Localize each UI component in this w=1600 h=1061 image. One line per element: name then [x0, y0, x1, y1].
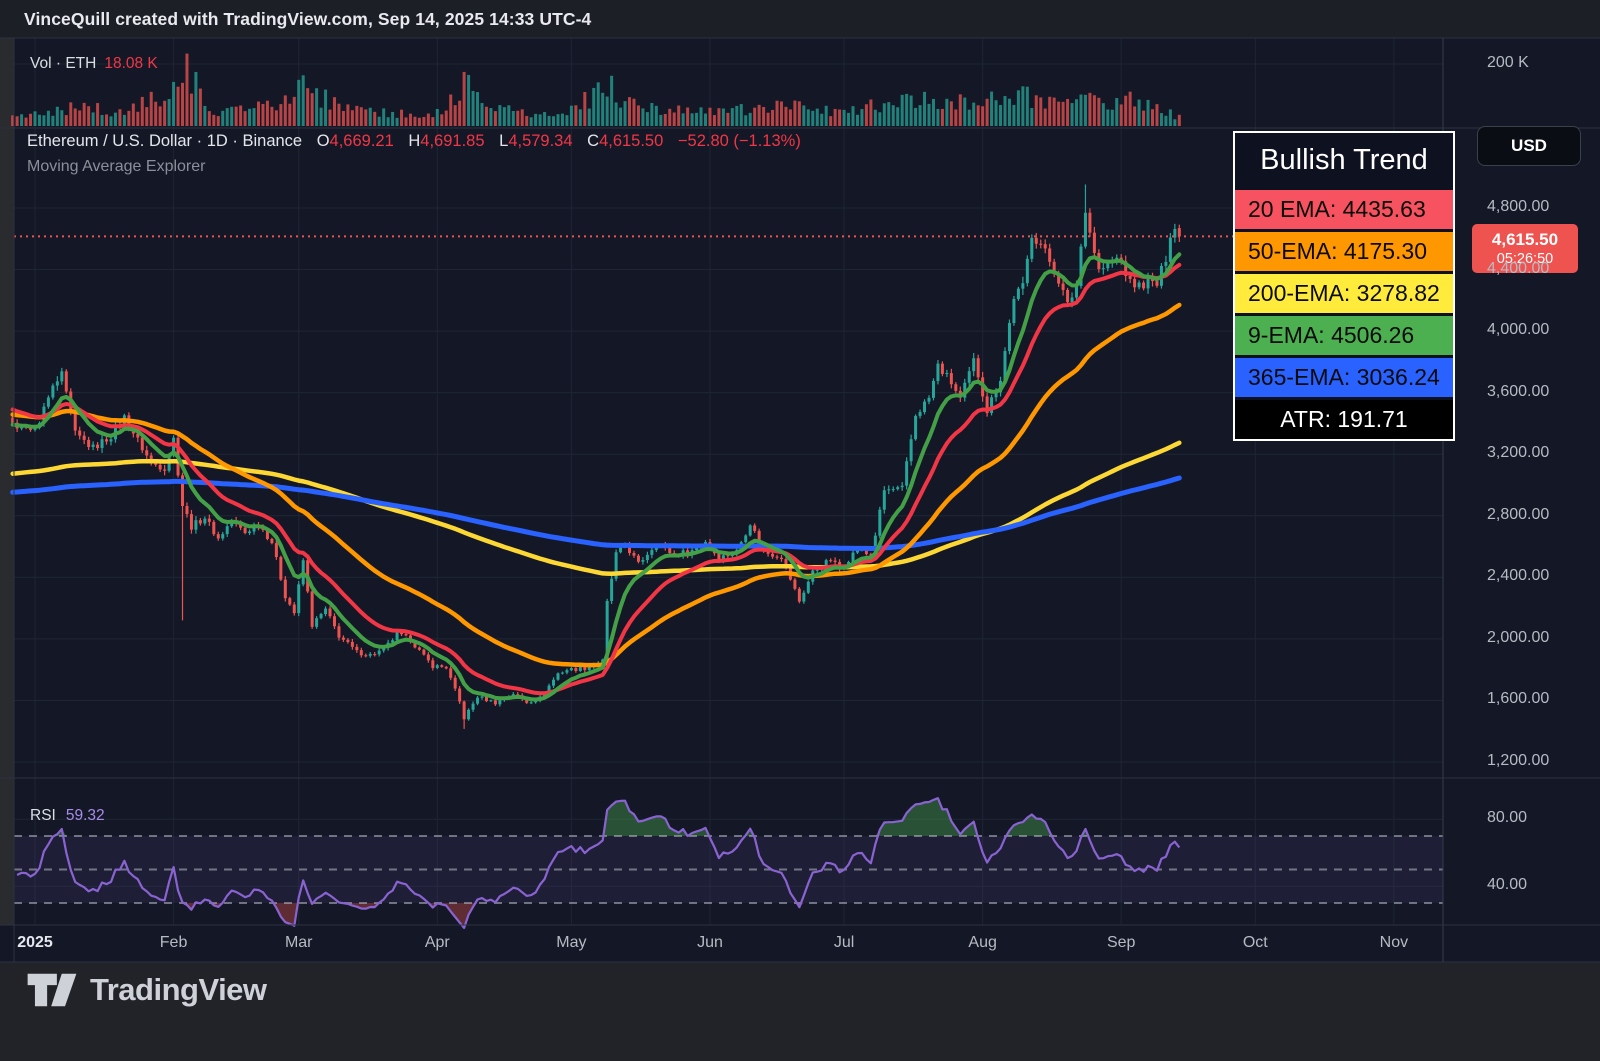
price-axis-tick: 4,800.00 — [1487, 198, 1550, 215]
tradingview-logo[interactable]: TradingView — [26, 972, 267, 1008]
price-axis-tick: 3,200.00 — [1487, 444, 1550, 462]
rsi-axis-tick: 40.00 — [1487, 876, 1528, 894]
watermark-attribution: VinceQuill created with TradingView.com,… — [24, 9, 592, 29]
time-axis-tick: 2025 — [17, 934, 53, 951]
time-axis-tick: Oct — [1242, 934, 1268, 951]
indicator-name-label[interactable]: Moving Average Explorer — [27, 158, 206, 175]
time-axis-tick: Jul — [833, 934, 855, 951]
change-label: −52.80 (−1.13%) — [677, 132, 801, 150]
open-label: O4,669.21 — [316, 132, 394, 150]
legend-title: Bullish Trend — [1260, 144, 1428, 176]
legend-row: 365-EMA: 3036.24 — [1235, 358, 1453, 397]
tradingview-brand-text: TradingView — [90, 972, 267, 1007]
time-axis-tick: May — [556, 934, 587, 951]
last-price-badge[interactable]: 4,615.50 05:26:50 — [1472, 224, 1578, 273]
left-margin-strip — [0, 38, 14, 925]
rsi-name: RSI — [30, 807, 56, 824]
legend-row: 50-EMA: 4175.30 — [1235, 232, 1453, 271]
volume-value: 18.08 K — [104, 55, 158, 72]
time-axis-tick: Nov — [1379, 934, 1409, 951]
footer-bar — [0, 962, 1600, 1061]
last-price-value: 4,615.50 — [1491, 229, 1559, 249]
price-axis-tick: 2,800.00 — [1487, 505, 1550, 523]
rsi-axis-tick: 80.00 — [1487, 809, 1528, 827]
legend-row: 200-EMA: 3278.82 — [1235, 274, 1453, 313]
high-label: H4,691.85 — [408, 132, 485, 150]
volume-indicator-label[interactable]: Vol · ETH 18.08 K — [30, 55, 158, 73]
time-axis-tick: Apr — [424, 934, 450, 951]
ema-legend-panel: Bullish Trend 20 EMA: 4435.63 50-EMA: 417… — [1233, 131, 1455, 441]
price-axis-tick: 1,200.00 — [1487, 752, 1550, 769]
legend-row: 9-EMA: 4506.26 — [1235, 316, 1453, 355]
legend-row: ATR: 191.71 — [1235, 400, 1453, 439]
symbol-ohlc-row[interactable]: Ethereum / U.S. Dollar · 1D · Binance O4… — [27, 132, 801, 151]
time-axis-tick: Feb — [159, 934, 188, 951]
symbol-name: Ethereum / U.S. Dollar · 1D · Binance — [27, 132, 303, 150]
legend-row: 20 EMA: 4435.63 — [1235, 190, 1453, 229]
low-label: L4,579.34 — [499, 132, 573, 150]
volume-symbol-label: Vol · ETH — [30, 55, 97, 72]
price-axis-tick: 4,400.00 — [1487, 259, 1550, 277]
close-label: C4,615.50 — [587, 132, 664, 150]
price-axis-tick: 3,600.00 — [1487, 382, 1550, 400]
time-axis-tick: Aug — [968, 934, 997, 951]
currency-toggle-button[interactable]: USD — [1477, 126, 1581, 166]
time-axis-tick: Mar — [284, 934, 313, 951]
time-axis-tick: Jun — [697, 934, 723, 951]
rsi-indicator-label[interactable]: RSI 59.32 — [30, 807, 105, 825]
price-axis-tick: 2,400.00 — [1487, 567, 1550, 585]
volume-axis-tick: 200 K — [1487, 54, 1529, 71]
time-axis-tick: Sep — [1106, 934, 1136, 951]
tradingview-logo-icon — [27, 973, 77, 1007]
rsi-value: 59.32 — [65, 807, 105, 824]
price-axis-tick: 4,000.00 — [1487, 321, 1550, 339]
bar-countdown: 05:26:50 — [1496, 251, 1554, 268]
price-axis-tick: 2,000.00 — [1487, 628, 1550, 646]
price-axis-tick: 1,600.00 — [1487, 690, 1550, 708]
